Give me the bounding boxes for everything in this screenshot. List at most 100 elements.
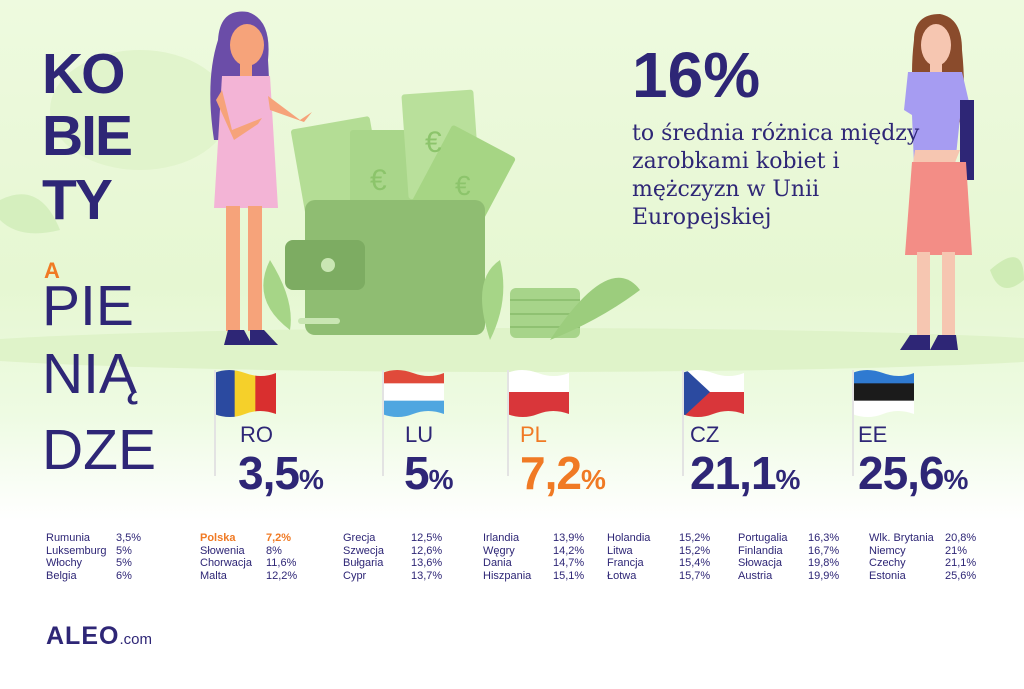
country-percent: 15,1% [553,569,585,582]
value-number: 21,1 [690,447,777,499]
list-item: Grecja 12,5% [343,532,442,545]
aleo-logo[interactable]: ALEO.com [46,622,152,651]
country-name: Włochy [46,557,83,569]
list-item: Dania 14,7% [483,557,584,570]
country-list-column: Polska 7,2% Słowenia 8% Chorwacja 11,6% Malta 1… [200,532,297,582]
country-name: Polska [200,532,236,544]
country-percent: 21,1% [945,557,977,569]
leaf-shape [0,194,60,234]
country-code: CZ [690,422,720,447]
country-value: 21,1% [690,446,801,500]
title-line-6: DZE [42,418,156,482]
country-percent: 15,2% [679,532,711,544]
country-code: PL [520,422,547,447]
title-line-2: BIE [42,104,133,168]
country-name: Słowenia [200,544,245,557]
country-list-column: Grecja 12,5% Szwecja 12,6% Bułgaria 13,6% Cypr… [343,532,442,582]
title-line-1: KO [42,42,125,106]
flag-ro-icon [214,370,276,476]
country-percent: 25,6% [945,569,977,582]
country-value: 5% [404,446,453,500]
country-percent: 12,2% [266,569,298,582]
country-name: Belgia [46,569,77,582]
country-percent: 5% [116,544,132,557]
logo-brand: ALEO [46,622,120,650]
title-line-3: TY [42,168,113,232]
woman-left-figure [210,11,312,345]
country-list-column: Holandia 15,2% Litwa 15,2% Francja 15,4% Łotwa… [607,532,710,582]
country-name: Łotwa [607,569,637,582]
country-name: Wlk. Brytania [869,532,934,544]
list-item: Estonia 25,6% [869,570,976,583]
list-item: Portugalia 16,3% [738,532,839,545]
flag-lu-icon [382,370,444,476]
plant-leaf [482,260,504,340]
value-unit: % [943,464,969,495]
list-item: Austria 19,9% [738,570,839,583]
title-line-5: NIĄ [42,342,138,406]
flag-cz-icon [682,370,744,476]
value-unit: % [775,464,801,495]
leaf-shape [990,257,1024,288]
list-item: Holandia 15,2% [607,532,710,545]
list-item: Łotwa 15,7% [607,570,710,583]
list-item: Irlandia 13,9% [483,532,584,545]
country-code: EE [858,422,888,447]
list-item: Luksemburg 5% [46,545,141,558]
country-percent: 13,7% [411,569,443,582]
country-percent: 20,8% [945,532,977,544]
list-item: Węgry 14,2% [483,545,584,558]
country-list-column: Portugalia 16,3% Finlandia 16,7% Słowacja 19,… [738,532,839,582]
list-item: Rumunia 3,5% [46,532,141,545]
woman-right-figure [900,14,974,350]
country-name: Szwecja [343,544,384,557]
country-name: Cypr [343,569,367,582]
country-name: Litwa [607,544,633,557]
svg-text:€: € [370,164,387,197]
list-item: Francja 15,4% [607,557,710,570]
value-number: 7,2 [520,447,582,499]
country-list-column: Wlk. Brytania 20,8% Niemcy 21% Czechy 21,1% Es… [869,532,976,582]
list-item: Niemcy 21% [869,545,976,558]
list-item: Finlandia 16,7% [738,545,839,558]
list-item: Polska 7,2% [200,532,297,545]
country-percent: 16,7% [808,544,840,557]
bg-blob [50,50,230,170]
country-percent: 16,3% [808,532,840,544]
country-list-column: Rumunia 3,5% Luksemburg 5% Włochy 5% Belgia 6% [46,532,141,582]
country-percent: 6% [116,569,132,582]
country-percent: 3,5% [116,532,142,544]
country-name: Holandia [607,532,651,544]
country-name: Luksemburg [46,544,107,557]
list-item: Szwecja 12,6% [343,545,442,558]
country-percent: 14,2% [553,544,585,557]
country-percent: 15,7% [679,569,711,582]
logo-suffix: .com [119,631,152,648]
country-value: 3,5% [238,446,324,500]
list-item: Włochy 5% [46,557,141,570]
svg-text:€: € [425,126,442,159]
headline-description: to średnia różnica między zarobkami kobi… [632,121,920,230]
country-name: Czechy [869,557,906,569]
country-name: Chorwacja [200,557,252,569]
country-percent: 13,9% [553,532,585,544]
country-percent: 5% [116,557,132,569]
country-name: Malta [200,569,227,582]
value-number: 5 [404,447,430,499]
list-item: Wlk. Brytania 20,8% [869,532,976,545]
list-item: Malta 12,2% [200,570,297,583]
country-percent: 11,6% [266,557,297,569]
country-code: LU [405,422,434,447]
list-item: Bułgaria 13,6% [343,557,442,570]
country-percent: 12,5% [411,532,443,544]
value-number: 25,6 [858,447,945,499]
country-name: Rumunia [46,532,91,544]
country-percent: 19,8% [808,557,840,569]
country-name: Finlandia [738,544,783,557]
value-unit: % [580,464,606,495]
list-item: Cypr 13,7% [343,570,442,583]
list-item: Czechy 21,1% [869,557,976,570]
country-percent: 12,6% [411,544,443,557]
country-percent: 19,9% [808,569,840,582]
country-name: Węgry [483,544,515,557]
